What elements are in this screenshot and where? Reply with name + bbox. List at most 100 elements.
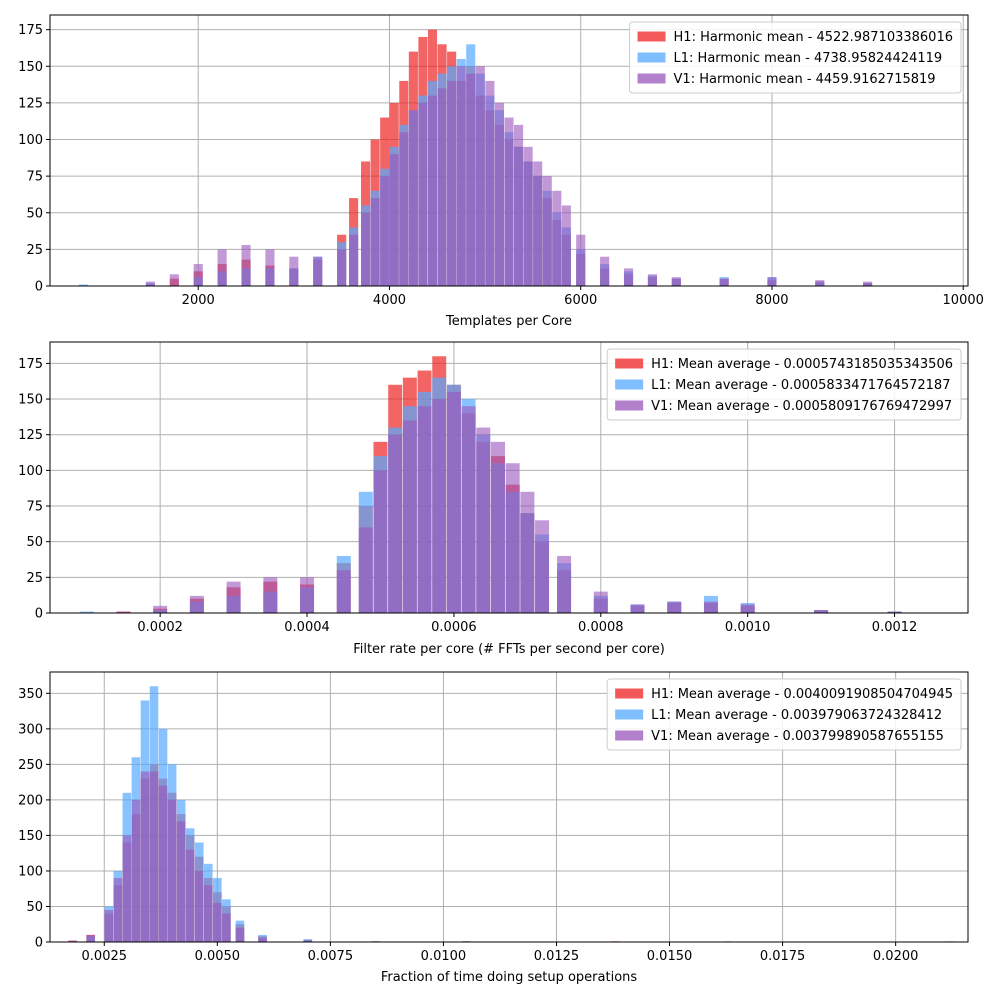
histogram-bar-v1 (576, 234, 586, 286)
histogram-bar-v1 (542, 176, 552, 286)
histogram-bar-v1 (145, 281, 155, 286)
histogram-bar-v1 (373, 470, 388, 613)
x-axis-label: Templates per Core (445, 314, 572, 329)
histogram-bar-v1 (185, 849, 195, 942)
histogram-bar-v1 (417, 406, 432, 613)
histogram-bar-v1 (600, 256, 610, 286)
histogram-bar-v1 (427, 95, 438, 286)
histogram-bar-v1 (263, 577, 278, 613)
series-v1-bars (145, 66, 873, 287)
histogram-bar-v1 (719, 278, 729, 286)
plot-frame (49, 14, 969, 287)
histogram-bar-v1 (104, 910, 114, 942)
x-tick-label: 0.0200 (873, 949, 919, 964)
y-tick-label: 100 (18, 464, 43, 479)
histogram-bar-v1 (303, 940, 313, 942)
histogram-bar-v1 (863, 281, 873, 286)
histogram-bar-v1 (313, 256, 323, 286)
histogram-bar-v1 (265, 249, 275, 286)
legend-swatch-v1 (637, 73, 666, 84)
axes: 0.0025 0.0050 0.0075 0.0100 0.0125 0.0150 0.01… (18, 671, 969, 964)
x-tick-label: 4000 (373, 293, 406, 308)
histogram-bar-v1 (193, 264, 203, 286)
histogram-bar-v1 (533, 161, 543, 286)
y-tick-label: 125 (18, 428, 43, 443)
histogram-bar-l1 (79, 611, 94, 613)
y-tick-label: 0 (35, 936, 43, 951)
series-v1-bars (68, 771, 313, 942)
histogram-bar-v1 (432, 399, 447, 613)
histogram-bar-v1 (189, 595, 204, 613)
legend-swatch-h1 (615, 358, 644, 369)
histogram-bar-v1 (176, 821, 186, 942)
legend: H1: Harmonic mean - 4522.987103386016 L1:… (629, 21, 962, 94)
x-tick-label: 0.0006 (431, 620, 477, 635)
filter-rate-histogram: 0.0002 0.0004 0.0006 0.0008 0.0010 0.0012 0 25 5… (18, 341, 969, 657)
histogram-bar-v1 (241, 244, 251, 286)
histogram-bar-v1 (399, 132, 409, 286)
axes: 2000 4000 6000 8000 10000 0 25 50 75 100 125 150 175 (18, 14, 984, 308)
histogram-bar-v1 (514, 124, 524, 286)
y-tick-label: 100 (18, 133, 43, 148)
histogram-bar-v1 (140, 771, 150, 942)
x-tick-label: 0.0004 (284, 620, 330, 635)
histogram-bar-v1 (213, 902, 222, 942)
histogram-bar-v1 (523, 146, 533, 286)
y-tick-label: 25 (26, 571, 43, 586)
y-tick-label: 175 (18, 23, 43, 38)
x-axis-label: Filter rate per core (# FFTs per second … (353, 642, 665, 657)
legend-swatch-v1 (615, 730, 644, 741)
histogram-bar-v1 (437, 88, 447, 286)
x-tick-label: 0.0025 (82, 949, 128, 964)
histogram-bar-v1 (466, 73, 476, 286)
y-tick-label: 75 (26, 500, 43, 515)
histogram-bar-v1 (647, 274, 657, 286)
histogram-bar-v1 (593, 591, 608, 613)
histogram-bar-v1 (361, 212, 371, 286)
setup-fraction-histogram: 0.0025 0.0050 0.0075 0.0100 0.0125 0.0150 0.01… (18, 671, 969, 985)
y-tick-label: 150 (18, 393, 43, 408)
histogram-bar-v1 (557, 555, 572, 613)
legend-label-l1: L1: Harmonic mean - 4738.95824424119 (674, 51, 943, 66)
histogram-bar-v1 (217, 249, 227, 286)
x-tick-label: 10000 (943, 293, 984, 308)
legend-swatch-v1 (615, 400, 644, 411)
y-tick-label: 200 (18, 793, 43, 808)
histogram-bar-v1 (456, 66, 466, 287)
histogram-bar-v1 (235, 927, 245, 942)
histogram-bar-v1 (86, 934, 95, 942)
x-tick-label: 6000 (564, 293, 597, 308)
x-tick-label: 0.0050 (195, 949, 241, 964)
y-tick-label: 50 (26, 535, 43, 550)
histogram-bar-v1 (380, 176, 390, 286)
templates-per-core-histogram: 2000 4000 6000 8000 10000 0 25 50 75 100 125 150 175… (18, 14, 984, 329)
axes: 0.0002 0.0004 0.0006 0.0008 0.0010 0.0012 0 25 5… (18, 341, 969, 635)
legend-label-l1: L1: Mean average - 0.0005833471764572187 (651, 378, 950, 393)
histogram-bar-v1 (494, 102, 504, 286)
legend: H1: Mean average - 0.0040091908504704945… (606, 678, 962, 751)
histogram-bar-v1 (667, 601, 682, 613)
histogram-bar-v1 (561, 205, 571, 286)
histogram-bar-l1 (78, 284, 89, 286)
histogram-bar-v1 (552, 190, 562, 286)
x-tick-label: 0.0002 (137, 620, 183, 635)
histogram-bar-v1 (258, 937, 267, 942)
histogram-bar-v1 (131, 799, 141, 942)
histogram-bar-v1 (767, 277, 777, 286)
histogram-bar-v1 (814, 610, 829, 613)
histogram-bar-v1 (630, 604, 645, 613)
legend-label-l1: L1: Mean average - 0.003979063724328412 (651, 708, 942, 723)
histogram-bar-v1 (504, 117, 514, 286)
histogram-bar-v1 (418, 102, 428, 286)
histogram-bar-v1 (703, 601, 718, 613)
histogram-bar-v1 (535, 520, 550, 613)
histogram-bar-v1 (446, 391, 461, 613)
x-tick-label: 2000 (182, 293, 215, 308)
bars (78, 29, 873, 287)
x-tick-label: 0.0150 (647, 949, 693, 964)
histogram-bar-v1 (226, 581, 241, 613)
histogram-bar-v1 (388, 434, 403, 613)
histogram-bar-v1 (370, 198, 380, 286)
y-tick-label: 250 (18, 758, 43, 773)
series-v1-bars (116, 391, 902, 613)
